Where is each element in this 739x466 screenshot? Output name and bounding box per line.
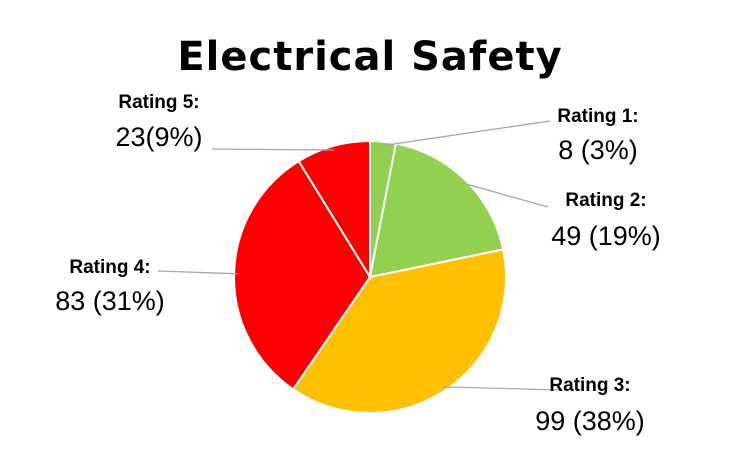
data-labels: Rating 1: 8 (3%) Rating 2: 49 (19%) Rating 3… xyxy=(55,92,661,436)
category-label-rating-1: Rating 1: xyxy=(557,106,638,127)
pie-slices xyxy=(233,139,507,414)
value-label-rating-1: 8 (3%) xyxy=(558,135,638,165)
value-label-rating-5: 23(9%) xyxy=(115,122,202,152)
leader-line-rating-1 xyxy=(382,120,551,147)
category-label-rating-4: Rating 4: xyxy=(69,257,150,278)
category-label-rating-2: Rating 2: xyxy=(565,190,646,211)
value-label-rating-4: 83 (31%) xyxy=(55,286,165,316)
leader-line-rating-4 xyxy=(157,270,239,275)
chart-title: Electrical Safety xyxy=(177,34,562,80)
category-label-rating-5: Rating 5: xyxy=(118,92,199,113)
leader-line-rating-2 xyxy=(462,182,549,208)
value-label-rating-2: 49 (19%) xyxy=(551,221,661,251)
pie-slice-rating-3 xyxy=(291,248,507,414)
leader-lines xyxy=(157,120,561,391)
category-label-rating-3: Rating 3: xyxy=(549,375,630,396)
pie-slice-rating-5 xyxy=(297,139,371,281)
leader-line-rating-3 xyxy=(443,386,561,391)
pie-slice-rating-2 xyxy=(368,142,505,279)
leader-line-rating-5 xyxy=(211,148,335,151)
value-label-rating-3: 99 (38%) xyxy=(535,406,645,436)
